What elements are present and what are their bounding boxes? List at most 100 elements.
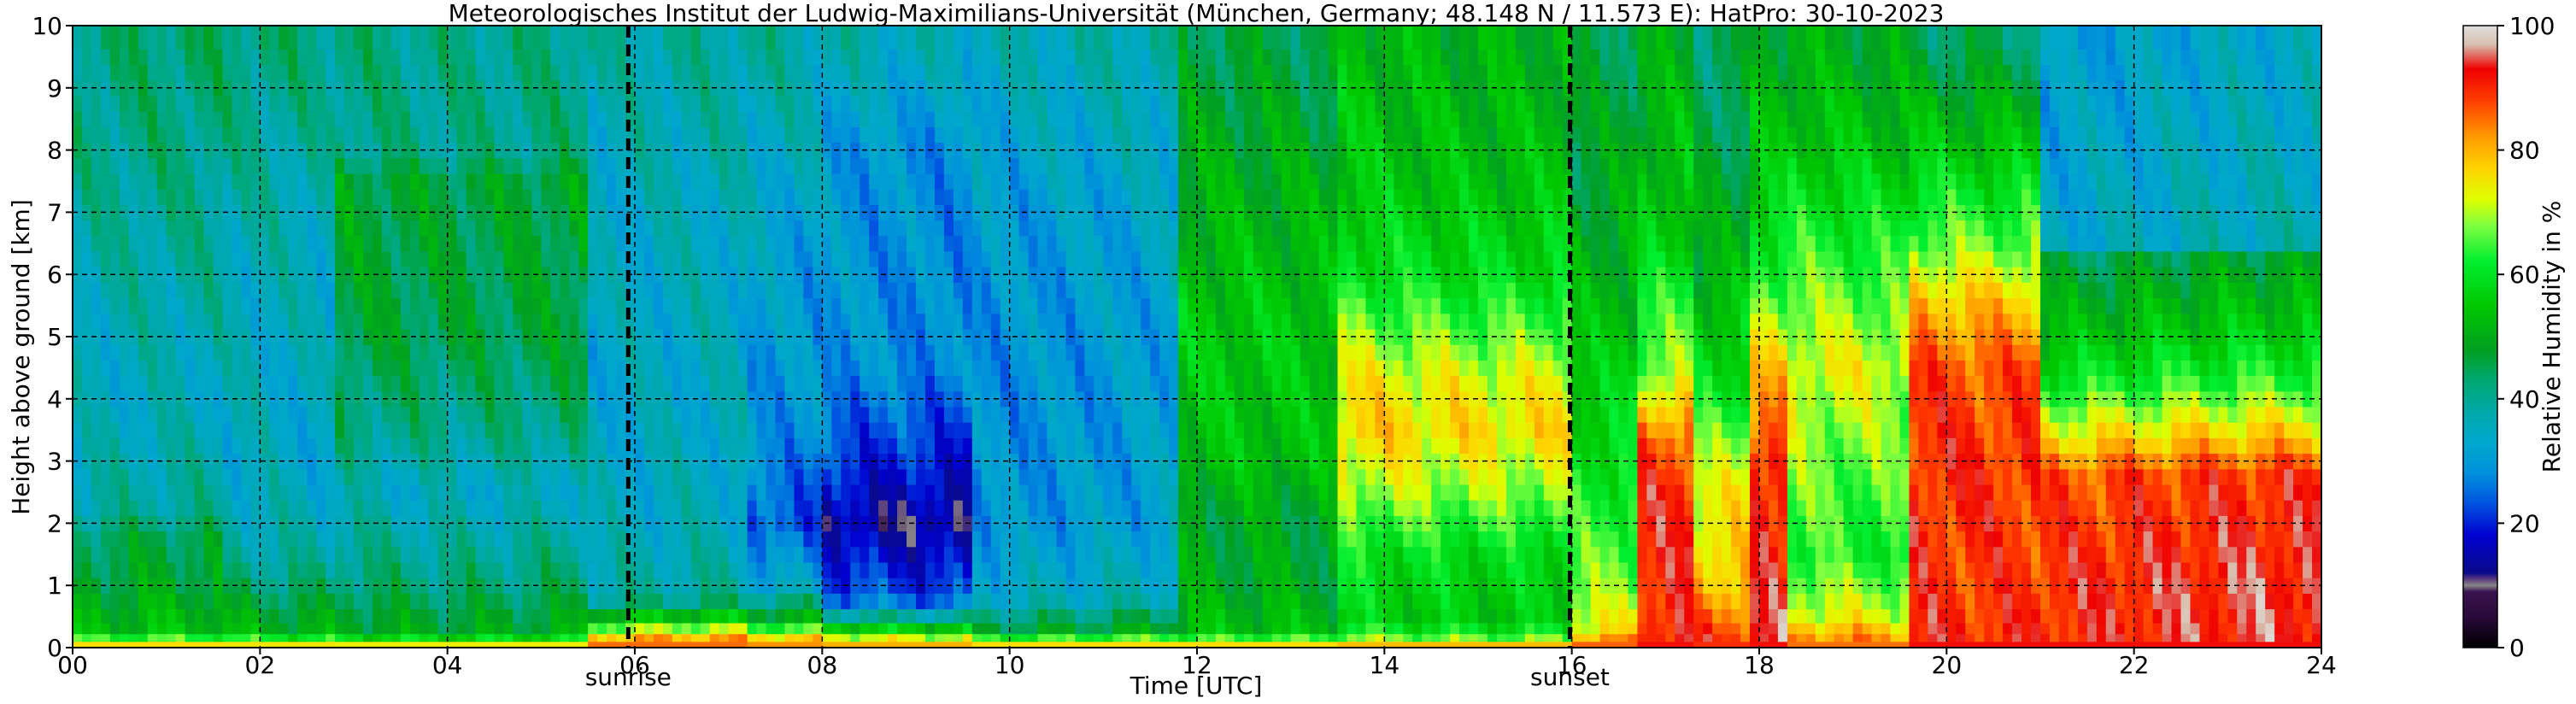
- heatmap-cell: [1112, 282, 1123, 299]
- heatmap-cell: [1131, 235, 1141, 252]
- heatmap-cell: [681, 220, 692, 237]
- heatmap-cell: [672, 95, 683, 112]
- heatmap-cell: [690, 49, 701, 66]
- heatmap-cell: [560, 173, 570, 190]
- heatmap-cell: [841, 250, 851, 267]
- heatmap-cell: [456, 344, 467, 361]
- heatmap-cell: [681, 593, 692, 610]
- heatmap-cell: [466, 250, 477, 267]
- heatmap-cell: [541, 500, 551, 516]
- heatmap-cell: [569, 531, 579, 548]
- heatmap-cell: [522, 633, 532, 642]
- heatmap-cell: [1141, 641, 1151, 648]
- heatmap-cell: [419, 546, 430, 563]
- heatmap-cell: [831, 375, 842, 392]
- heatmap-cell: [503, 95, 514, 112]
- heatmap-cell: [643, 111, 654, 127]
- heatmap-cell: [756, 484, 767, 501]
- heatmap-cell: [635, 235, 645, 252]
- heatmap-cell: [156, 531, 167, 548]
- heatmap-cell: [222, 313, 233, 330]
- heatmap-cell: [316, 282, 326, 299]
- heatmap-cell: [307, 531, 317, 548]
- heatmap-cell: [850, 561, 860, 578]
- heatmap-cell: [269, 220, 279, 237]
- heatmap-cell: [662, 220, 673, 237]
- heatmap-cell: [756, 531, 767, 548]
- heatmap-cell: [784, 422, 795, 438]
- heatmap-cell: [73, 622, 83, 635]
- heatmap-cell: [616, 500, 626, 516]
- heatmap-cell: [513, 64, 523, 81]
- heatmap-cell: [719, 173, 730, 190]
- heatmap-cell: [878, 220, 889, 237]
- heatmap-cell: [1037, 49, 1048, 66]
- heatmap-cell: [1150, 26, 1160, 50]
- heatmap-cell: [185, 313, 196, 330]
- heatmap-cell: [1178, 641, 1188, 648]
- heatmap-cell: [709, 49, 720, 66]
- heatmap-cell: [625, 641, 636, 648]
- heatmap-cell: [569, 157, 579, 174]
- heatmap-cell: [831, 282, 842, 299]
- heatmap-cell: [813, 531, 823, 548]
- heatmap-cell: [1206, 641, 1217, 648]
- heatmap-cell: [1141, 633, 1151, 642]
- heatmap-cell: [232, 531, 242, 548]
- heatmap-cell: [175, 484, 186, 501]
- heatmap-cell: [232, 173, 242, 190]
- heatmap-cell: [869, 531, 879, 548]
- heatmap-cell: [232, 500, 242, 516]
- heatmap-cell: [147, 608, 158, 624]
- heatmap-cell: [700, 468, 711, 485]
- heatmap-cell: [428, 468, 439, 485]
- heatmap-cell: [344, 641, 355, 648]
- heatmap-cell: [747, 531, 758, 548]
- heatmap-cell: [1084, 531, 1094, 548]
- heatmap-cell: [850, 95, 860, 112]
- heatmap-cell: [1047, 95, 1058, 112]
- heatmap-cell: [794, 500, 804, 516]
- heatmap-cell: [643, 622, 654, 635]
- heatmap-cell: [1206, 468, 1217, 485]
- heatmap-cell: [531, 49, 542, 66]
- heatmap-cell: [326, 157, 336, 174]
- heatmap-cell: [803, 406, 813, 423]
- heatmap-cell: [981, 157, 992, 174]
- heatmap-cell: [513, 235, 523, 252]
- heatmap-cell: [1122, 593, 1132, 610]
- heatmap-cell: [953, 126, 964, 144]
- heatmap-cell: [409, 49, 420, 66]
- heatmap-cell: [850, 313, 860, 330]
- heatmap-cell: [409, 546, 420, 563]
- heatmap-cell: [344, 64, 355, 81]
- heatmap-cell: [100, 344, 111, 361]
- heatmap-cell: [962, 546, 973, 563]
- heatmap-cell: [1103, 608, 1113, 624]
- heatmap-cell: [194, 531, 205, 548]
- heatmap-cell: [100, 622, 111, 635]
- heatmap-cell: [260, 546, 270, 563]
- heatmap-cell: [260, 484, 270, 501]
- heatmap-cell: [1009, 422, 1020, 438]
- heatmap-cell: [784, 641, 795, 648]
- heatmap-cell: [597, 250, 607, 267]
- heatmap-cell: [888, 220, 898, 237]
- heatmap-cell: [1028, 360, 1039, 377]
- heatmap-cell: [747, 313, 758, 330]
- heatmap-cell: [335, 561, 345, 578]
- heatmap-cell: [326, 531, 336, 548]
- heatmap-cell: [456, 173, 467, 190]
- heatmap-cell: [550, 250, 560, 267]
- heatmap-cell: [175, 313, 186, 330]
- heatmap-cell: [260, 111, 270, 127]
- heatmap-cell: [297, 360, 308, 377]
- heatmap-cell: [1047, 484, 1058, 501]
- heatmap-cell: [841, 500, 851, 516]
- heatmap-cell: [981, 546, 992, 563]
- heatmap-cell: [897, 297, 907, 314]
- heatmap-cell: [934, 531, 945, 548]
- heatmap-cell: [1094, 622, 1104, 635]
- heatmap-cell: [250, 406, 261, 423]
- heatmap-cell: [372, 95, 383, 112]
